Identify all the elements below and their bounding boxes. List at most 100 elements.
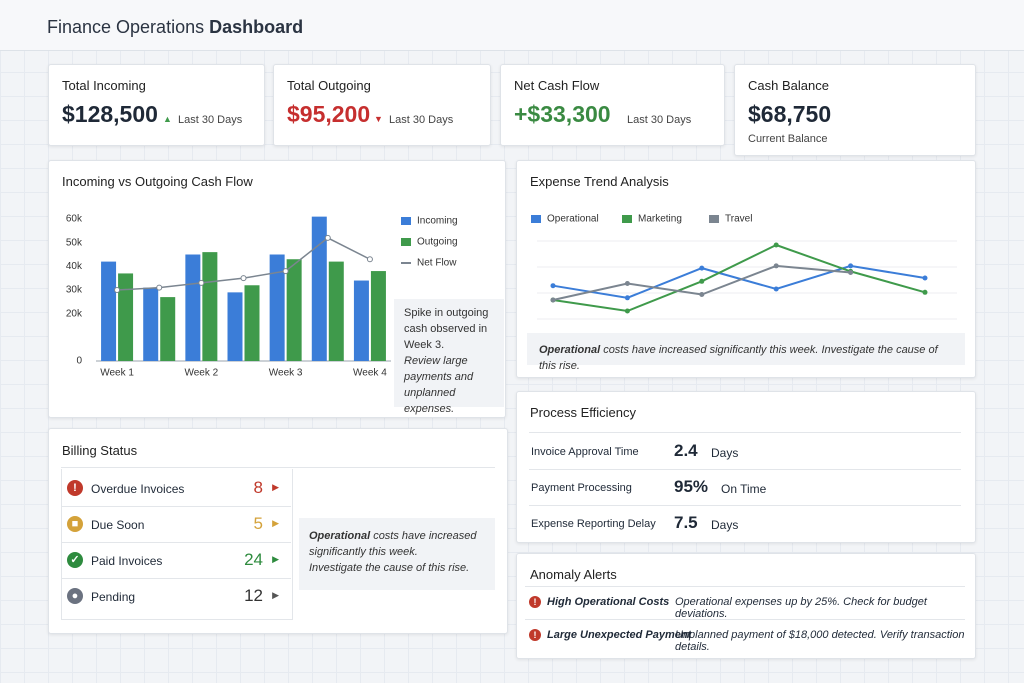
x-tick-label: Week 1 [100, 368, 134, 379]
y-tick-label: 50k [66, 237, 83, 248]
y-tick-label: 20k [66, 308, 83, 319]
billing-row[interactable]: ● Pending 12 ▶ [61, 578, 291, 614]
billing-label: Pending [91, 590, 136, 604]
trend-up: ▲ [163, 114, 172, 124]
kpi-value: $128,500 [62, 101, 158, 127]
alert-text: Operational expenses up by 25%. Check fo… [675, 596, 965, 620]
trend-point [922, 275, 928, 281]
alert-title: High Operational Costs [547, 596, 670, 608]
kpi-note: Current Balance [748, 133, 828, 145]
title-bold: Dashboard [209, 17, 304, 37]
alert-icon: ! [529, 596, 541, 608]
billing-label: Due Soon [91, 518, 145, 532]
trend-point [624, 308, 630, 314]
billing-count: 8 [253, 478, 263, 497]
bar [286, 259, 302, 361]
note-emphasis: Operational [539, 344, 601, 356]
note-emphasis: Operational [309, 530, 371, 542]
alert-row[interactable]: ! High Operational Costs Operational expen… [525, 586, 965, 620]
card-title: Process Efficiency [530, 405, 636, 420]
process-value: 2.4 [674, 441, 698, 460]
billing-row[interactable]: ✓ Paid Invoices 24 ▶ [61, 542, 291, 579]
trend-point [699, 265, 705, 271]
cash-flow-chart: 0 20k 30k 40k 50k 60k Week 1 Week 2 Week 3 Week 4… [66, 214, 458, 379]
billing-count: 12 [244, 586, 263, 605]
billing-label: Overdue Invoices [91, 482, 185, 496]
x-tick-label: Week 2 [184, 368, 218, 379]
trend-line [552, 243, 926, 313]
billing-count: 5 [253, 514, 263, 533]
kpi-card: Cash Balance $68,750 Current Balance [734, 64, 976, 156]
y-tick-label: 60k [66, 214, 83, 225]
trend-point [773, 286, 779, 292]
bar [353, 280, 369, 361]
legend-swatch [709, 215, 719, 223]
chart-title: Expense Trend Analysis [530, 174, 669, 189]
legend-swatch [401, 217, 411, 225]
cash-flow-card: Incoming vs Outgoing Cash Flow 0 20k 30k 40… [48, 160, 506, 418]
kpi-card: Net Cash Flow +$33,300 Last 30 Days [500, 64, 725, 146]
process-value: 7.5 [674, 513, 698, 532]
trend-point [848, 270, 854, 275]
y-tick-label: 40k [66, 261, 83, 272]
process-label: Expense Reporting Delay [531, 518, 656, 530]
bar [118, 273, 134, 361]
status-icon: ! [67, 480, 83, 496]
alert-emphasis: Unplanned [675, 629, 729, 641]
arrow: ▶ [272, 482, 279, 492]
arrow: ▶ [272, 518, 279, 528]
trend-point [922, 289, 928, 295]
y-tick-label: 0 [76, 356, 82, 367]
legend-label: Incoming [417, 216, 458, 227]
bar [185, 254, 201, 361]
divider [61, 467, 495, 468]
card-title: Billing Status [62, 443, 138, 458]
trend-point [624, 281, 630, 286]
trend-line [552, 264, 926, 299]
process-label: Invoice Approval Time [531, 446, 639, 458]
kpi-note: Last 30 Days [389, 114, 454, 126]
alert-emphasis: Operational [675, 596, 732, 608]
note-text: costs have increased significantly this … [309, 530, 477, 558]
y-tick-label: 30k [66, 285, 83, 296]
legend-swatch [401, 238, 411, 246]
note-text: costs have increased significantly this … [539, 344, 938, 372]
kpi-note: Last 30 Days [178, 114, 243, 126]
kpi-card: Total Outgoing $95,200 ▼ Last 30 Days [273, 64, 491, 146]
billing-list [61, 469, 293, 620]
trend-point [848, 263, 854, 269]
x-tick-label: Week 4 [353, 368, 387, 379]
legend-label: Marketing [638, 214, 682, 225]
expense-chart: Operational Marketing Travel [531, 214, 957, 320]
kpi-value: $95,200 [287, 101, 371, 127]
kpi-value: $68,750 [748, 101, 832, 127]
chart-annotation: Spike in outgoing cash observed in Week … [394, 299, 504, 415]
grid [537, 240, 957, 320]
bar [101, 261, 117, 361]
process-row: Payment Processing 95% On Time [529, 469, 961, 506]
card-title: Anomaly Alerts [530, 567, 617, 582]
trend-point [699, 292, 705, 297]
process-unit: On Time [721, 482, 767, 496]
legend-swatch [531, 215, 541, 223]
alert-icon: ! [529, 629, 541, 641]
billing-count: 24 [244, 550, 263, 569]
alert-detail: payment of $18,000 detected. Verify tran… [675, 629, 965, 653]
trend-point [773, 242, 779, 248]
annotation-text: Spike in outgoing cash observed in Week … [404, 307, 489, 351]
net-flow-point [324, 234, 331, 241]
bar [202, 252, 218, 361]
bar [328, 261, 344, 361]
process-value: 95% [674, 477, 709, 496]
legend-label: Operational [547, 214, 599, 225]
process-row: Invoice Approval Time 2.4 Days [529, 432, 961, 470]
header: Finance Operations Dashboard [0, 0, 1024, 51]
bar [311, 216, 327, 361]
bar [244, 285, 260, 361]
process-row: Expense Reporting Delay 7.5 Days [529, 505, 961, 541]
billing-row[interactable]: ! Overdue Invoices 8 ▶ [61, 470, 291, 507]
alert-row[interactable]: ! Large Unexpected Payment Unplanned payme… [525, 619, 965, 653]
note-action: Investigate the cause of this rise. [309, 562, 470, 574]
billing-row[interactable]: ■ Due Soon 5 ▶ [61, 506, 291, 543]
annotation-note: Review large payments and unplanned expe… [404, 355, 474, 415]
